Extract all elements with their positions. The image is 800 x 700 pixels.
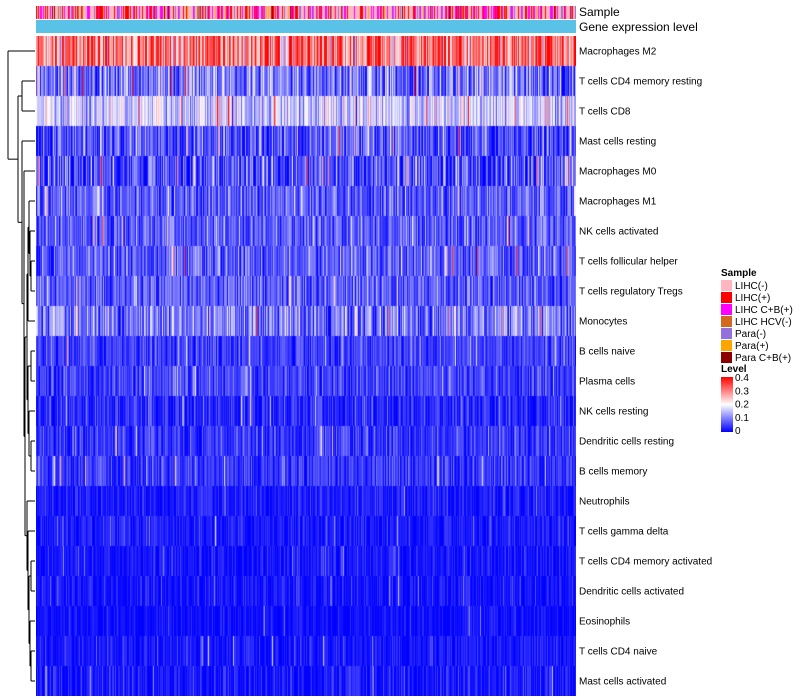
legend-label: LIHC(-) — [735, 281, 768, 292]
level-legend: Level 0.4 0.3 0.2 0.1 0 — [721, 364, 749, 437]
legend-label: LIHC(+) — [735, 293, 770, 304]
row-label: T cells CD4 memory resting — [579, 77, 702, 88]
row-dendrogram — [7, 50, 35, 682]
gene-expression-track — [36, 20, 576, 33]
legend-swatch — [721, 292, 732, 303]
annotation-label-gene-expression: Gene expression level — [579, 20, 698, 34]
row-label: Macrophages M0 — [579, 167, 657, 178]
annotation-label-sample: Sample — [579, 5, 620, 19]
legend-swatch — [721, 328, 732, 339]
row-label: Dendritic cells resting — [579, 437, 674, 448]
level-colorbar — [721, 377, 733, 432]
row-label: Mast cells resting — [579, 137, 656, 148]
row-label: T cells CD4 naive — [579, 647, 658, 658]
legend-swatch — [721, 280, 732, 291]
level-tick-label: 0.4 — [735, 373, 749, 384]
sample-annotation-track — [36, 6, 576, 19]
legend-label: LIHC C+B(+) — [735, 305, 793, 316]
row-label: Dendritic cells activated — [579, 587, 684, 598]
legend-label: Para(+) — [735, 341, 769, 352]
level-tick-label: 0.2 — [735, 400, 749, 411]
heatmap-cells — [36, 36, 576, 696]
row-label: T cells regulatory Tregs — [579, 287, 683, 298]
row-label: T cells CD8 — [579, 107, 631, 118]
row-label: T cells gamma delta — [579, 527, 669, 538]
row-label: Eosinophils — [579, 617, 630, 628]
row-label: Mast cells activated — [579, 677, 666, 688]
legend-label: Para(-) — [735, 329, 766, 340]
legend-label: LIHC HCV(-) — [735, 317, 792, 328]
legend-swatch — [721, 304, 732, 315]
level-tick-label: 0.3 — [735, 386, 749, 397]
legend-swatch — [721, 352, 732, 363]
level-legend-title: Level — [721, 364, 747, 375]
row-labels: Macrophages M2 T cells CD4 memory resting… — [579, 47, 712, 688]
legend-swatch — [721, 316, 732, 327]
row-label: NK cells resting — [579, 407, 648, 418]
row-label: Macrophages M2 — [579, 47, 657, 58]
row-label: Plasma cells — [579, 377, 635, 388]
sample-legend: Sample LIHC(-)LIHC(+)LIHC C+B(+)LIHC HCV… — [721, 268, 793, 364]
row-label: B cells memory — [579, 467, 647, 478]
row-label: T cells follicular helper — [579, 257, 678, 268]
level-tick-label: 0.1 — [735, 413, 749, 424]
level-tick-label: 0 — [735, 426, 741, 437]
sample-legend-title: Sample — [721, 268, 757, 279]
legend-swatch — [721, 340, 732, 351]
row-label: T cells CD4 memory activated — [579, 557, 712, 568]
row-label: B cells naive — [579, 347, 636, 358]
row-label: Monocytes — [579, 317, 627, 328]
legend-label: Para C+B(+) — [735, 353, 791, 364]
row-label: NK cells activated — [579, 227, 658, 238]
row-label: Macrophages M1 — [579, 197, 657, 208]
row-label: Neutrophils — [579, 497, 630, 508]
